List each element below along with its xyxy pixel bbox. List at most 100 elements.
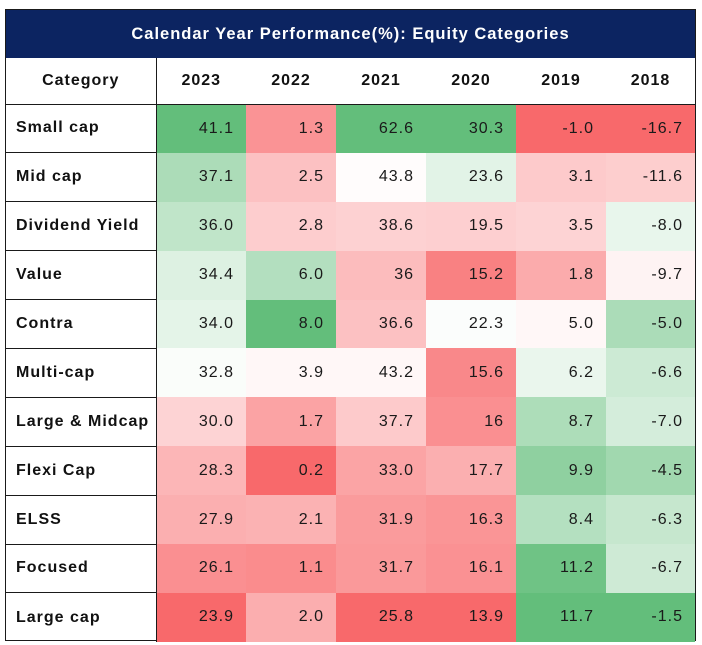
value-cell-2023: 28.3	[156, 446, 246, 496]
value-cell-2021: 37.7	[336, 397, 426, 447]
value-cell-2021: 36.6	[336, 299, 426, 349]
value-cell-2023: 34.4	[156, 250, 246, 300]
value-cell-2018: -6.6	[606, 348, 695, 398]
header-year-2019: 2019	[516, 58, 606, 105]
value-cell-2022: 1.1	[246, 544, 336, 593]
category-label: Focused	[6, 544, 157, 594]
value-cell-2023: 36.0	[156, 201, 246, 251]
performance-table-panel: Calendar Year Performance(%): Equity Cat…	[5, 9, 696, 642]
value-cell-2021: 31.7	[336, 544, 426, 593]
table-row-dividend-yield: Dividend Yield 36.0 2.8 38.6 19.5 3.5 -8.0	[6, 201, 695, 252]
table-row-focused: Focused 26.1 1.1 31.7 16.1 11.2 -6.7	[6, 544, 695, 594]
value-cell-2023: 34.0	[156, 299, 246, 349]
value-cell-2020: 30.3	[426, 104, 516, 153]
value-cell-2022: 8.0	[246, 299, 336, 349]
value-cell-2023: 37.1	[156, 152, 246, 202]
table-row-mid-cap: Mid cap 37.1 2.5 43.8 23.6 3.1 -11.6	[6, 152, 695, 203]
value-cell-2019: -1.0	[516, 104, 606, 153]
value-cell-2023: 30.0	[156, 397, 246, 447]
value-cell-2020: 19.5	[426, 201, 516, 251]
value-cell-2021: 43.2	[336, 348, 426, 398]
value-cell-2019: 3.5	[516, 201, 606, 251]
table-row-elss: ELSS 27.9 2.1 31.9 16.3 8.4 -6.3	[6, 495, 695, 545]
value-cell-2022: 6.0	[246, 250, 336, 300]
value-cell-2023: 23.9	[156, 592, 246, 642]
value-cell-2022: 1.3	[246, 104, 336, 153]
category-label: Small cap	[6, 104, 157, 154]
value-cell-2018: -9.7	[606, 250, 695, 300]
table-row-large-cap: Large cap 23.9 2.0 25.8 13.9 11.7 -1.5	[6, 592, 695, 642]
header-row: Category 2023 2022 2021 2020 2019 2018	[6, 58, 695, 105]
value-cell-2018: -1.5	[606, 592, 695, 642]
value-cell-2019: 9.9	[516, 446, 606, 496]
header-category: Category	[6, 58, 157, 105]
table-row-large-midcap: Large & Midcap 30.0 1.7 37.7 16 8.7 -7.0	[6, 397, 695, 447]
value-cell-2022: 3.9	[246, 348, 336, 398]
value-cell-2021: 38.6	[336, 201, 426, 251]
category-label: Contra	[6, 299, 157, 349]
value-cell-2020: 17.7	[426, 446, 516, 496]
value-cell-2021: 33.0	[336, 446, 426, 496]
value-cell-2018: -8.0	[606, 201, 695, 251]
value-cell-2019: 11.7	[516, 592, 606, 642]
value-cell-2020: 16	[426, 397, 516, 447]
value-cell-2020: 22.3	[426, 299, 516, 349]
value-cell-2022: 2.1	[246, 495, 336, 545]
value-cell-2022: 2.0	[246, 592, 336, 642]
performance-table: Category 2023 2022 2021 2020 2019 2018 S…	[6, 58, 695, 642]
value-cell-2020: 13.9	[426, 592, 516, 642]
value-cell-2018: -6.3	[606, 495, 695, 545]
value-cell-2020: 15.2	[426, 250, 516, 300]
value-cell-2020: 16.3	[426, 495, 516, 545]
value-cell-2022: 0.2	[246, 446, 336, 496]
value-cell-2018: -11.6	[606, 152, 695, 202]
value-cell-2022: 2.5	[246, 152, 336, 202]
value-cell-2019: 8.4	[516, 495, 606, 545]
value-cell-2021: 36	[336, 250, 426, 300]
value-cell-2019: 8.7	[516, 397, 606, 447]
value-cell-2021: 25.8	[336, 592, 426, 642]
category-label: Dividend Yield	[6, 201, 157, 252]
category-label: Flexi Cap	[6, 446, 157, 496]
table-row-value: Value 34.4 6.0 36 15.2 1.8 -9.7	[6, 250, 695, 301]
header-year-2021: 2021	[336, 58, 426, 105]
value-cell-2023: 26.1	[156, 544, 246, 593]
value-cell-2019: 6.2	[516, 348, 606, 398]
value-cell-2018: -7.0	[606, 397, 695, 447]
value-cell-2018: -16.7	[606, 104, 695, 153]
table-title: Calendar Year Performance(%): Equity Cat…	[6, 10, 695, 58]
value-cell-2023: 32.8	[156, 348, 246, 398]
value-cell-2022: 1.7	[246, 397, 336, 447]
value-cell-2019: 3.1	[516, 152, 606, 202]
header-year-2018: 2018	[606, 58, 695, 105]
value-cell-2019: 5.0	[516, 299, 606, 349]
category-label: Value	[6, 250, 157, 301]
value-cell-2018: -6.7	[606, 544, 695, 593]
value-cell-2018: -5.0	[606, 299, 695, 349]
category-label: ELSS	[6, 495, 157, 545]
value-cell-2021: 62.6	[336, 104, 426, 153]
value-cell-2021: 43.8	[336, 152, 426, 202]
table-row-small-cap: Small cap 41.1 1.3 62.6 30.3 -1.0 -16.7	[6, 104, 695, 154]
value-cell-2019: 1.8	[516, 250, 606, 300]
value-cell-2023: 41.1	[156, 104, 246, 153]
table-row-contra: Contra 34.0 8.0 36.6 22.3 5.0 -5.0	[6, 299, 695, 349]
table-row-flexi-cap: Flexi Cap 28.3 0.2 33.0 17.7 9.9 -4.5	[6, 446, 695, 496]
table-row-multi-cap: Multi-cap 32.8 3.9 43.2 15.6 6.2 -6.6	[6, 348, 695, 398]
header-year-2022: 2022	[246, 58, 336, 105]
table-body: Small cap 41.1 1.3 62.6 30.3 -1.0 -16.7 Mid cap…	[6, 104, 695, 642]
value-cell-2018: -4.5	[606, 446, 695, 496]
value-cell-2020: 23.6	[426, 152, 516, 202]
value-cell-2022: 2.8	[246, 201, 336, 251]
value-cell-2019: 11.2	[516, 544, 606, 593]
category-label: Large cap	[6, 592, 157, 642]
value-cell-2020: 15.6	[426, 348, 516, 398]
value-cell-2023: 27.9	[156, 495, 246, 545]
category-label: Large & Midcap	[6, 397, 157, 447]
value-cell-2021: 31.9	[336, 495, 426, 545]
category-label: Multi-cap	[6, 348, 157, 398]
header-year-2023: 2023	[156, 58, 246, 105]
category-label: Mid cap	[6, 152, 157, 203]
header-year-2020: 2020	[426, 58, 516, 105]
value-cell-2020: 16.1	[426, 544, 516, 593]
